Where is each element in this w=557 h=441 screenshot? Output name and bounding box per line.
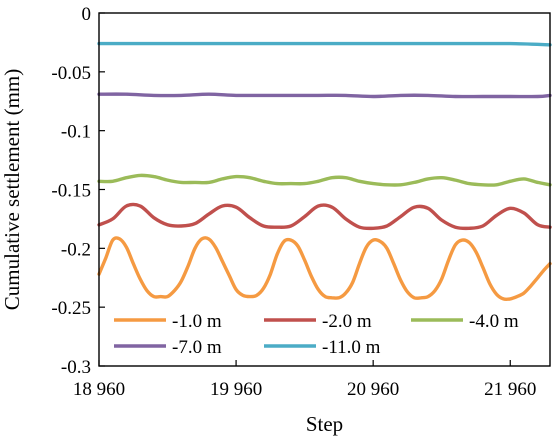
legend-label-4: -11.0 m: [322, 337, 381, 358]
x-tick-label: 21 960: [484, 379, 536, 400]
y-tick-label: -0.3: [61, 357, 91, 378]
legend: -1.0 m -2.0 m -4.0 m -7.0 m -11.0 m: [114, 311, 519, 358]
y-tick-label: -0.15: [51, 181, 91, 202]
series-line-2: [97, 173, 552, 187]
x-tick-label: 19 960: [210, 379, 262, 400]
series-line-0: [97, 236, 552, 302]
series-layer: [97, 41, 552, 302]
y-tick-label: 0: [82, 4, 92, 25]
series-line-3: [97, 92, 552, 99]
tick-marks: [98, 12, 511, 367]
series-line-1: [97, 202, 552, 231]
y-axis-title: Cumulative settlement (mm): [0, 69, 24, 310]
x-axis-title: Step: [306, 412, 343, 436]
y-tick-label: -0.25: [51, 298, 91, 319]
x-tick-label: 18 960: [73, 379, 125, 400]
y-tick-label: -0.05: [51, 63, 91, 84]
legend-label-3: -7.0 m: [172, 337, 222, 358]
y-tick-label: -0.1: [61, 122, 91, 143]
plot-area: [97, 12, 552, 367]
y-tick-labels: 0 -0.05 -0.1 -0.15 -0.2 -0.25 -0.3: [51, 4, 91, 378]
series-line-4: [97, 41, 552, 47]
legend-label-1: -2.0 m: [322, 311, 372, 332]
legend-label-2: -4.0 m: [469, 311, 519, 332]
x-tick-label: 20 960: [347, 379, 399, 400]
legend-label-0: -1.0 m: [172, 311, 222, 332]
y-tick-label: -0.2: [61, 239, 91, 260]
x-tick-labels: 18 960 19 960 20 960 21 960: [73, 379, 536, 400]
